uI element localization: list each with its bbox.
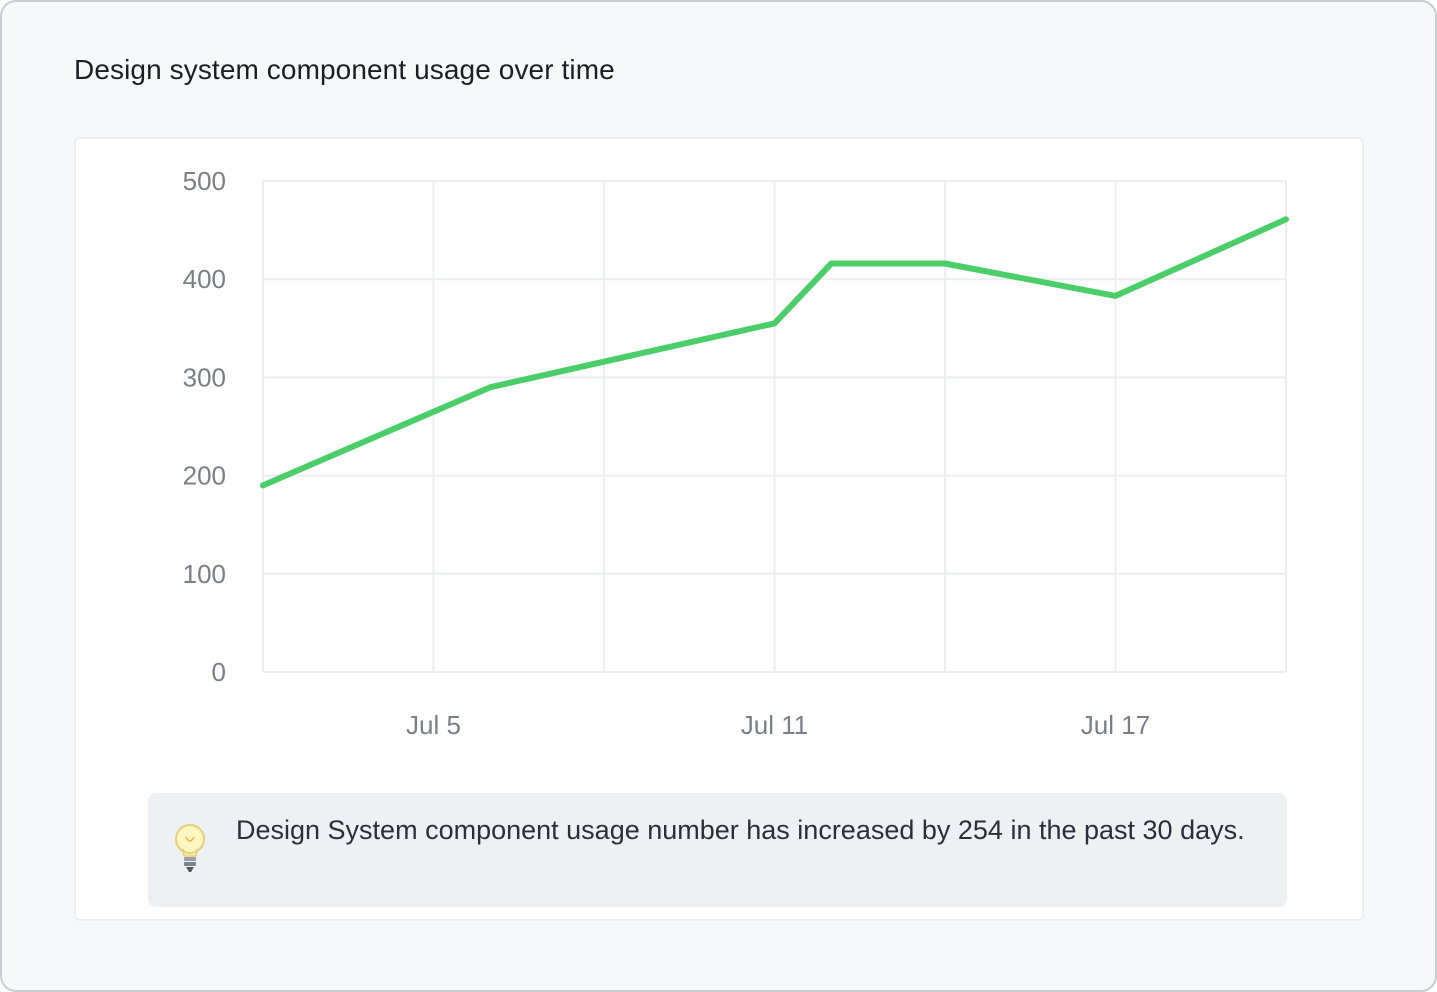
chart-grid	[262, 180, 1287, 673]
chart-card: 0 100 200 300 400 500 Jul 5 Jul 11 Jul 17 Desig…	[74, 137, 1364, 921]
data-point	[1285, 218, 1287, 220]
x-axis-labels: Jul 5 Jul 11 Jul 17	[406, 710, 1150, 740]
data-point	[944, 262, 946, 264]
chart-title: Design system component usage over time	[74, 54, 615, 85]
line-chart: 0 100 200 300 400 500 Jul 5 Jul 11 Jul 17	[183, 166, 1289, 740]
x-tick-label: Jul 17	[1081, 710, 1150, 740]
insight-text: Design System component usage number has…	[236, 815, 1245, 845]
y-tick-label: 300	[183, 362, 226, 392]
x-tick-label: Jul 11	[741, 710, 808, 740]
x-tick-label: Jul 5	[406, 710, 461, 740]
data-point	[1115, 295, 1116, 297]
y-tick-label: 100	[183, 559, 226, 589]
chart-series	[260, 216, 1289, 489]
data-point	[774, 322, 775, 324]
y-tick-label: 500	[183, 166, 226, 196]
data-point	[489, 386, 491, 388]
y-axis-labels: 0 100 200 300 400 500	[183, 166, 226, 687]
data-point	[830, 262, 832, 264]
y-tick-label: 200	[183, 461, 226, 491]
lightbulb-icon	[172, 823, 208, 880]
y-tick-label: 0	[212, 657, 226, 687]
insight-callout: Design System component usage number has…	[148, 793, 1287, 907]
data-point	[262, 484, 264, 486]
y-tick-label: 400	[183, 264, 226, 294]
